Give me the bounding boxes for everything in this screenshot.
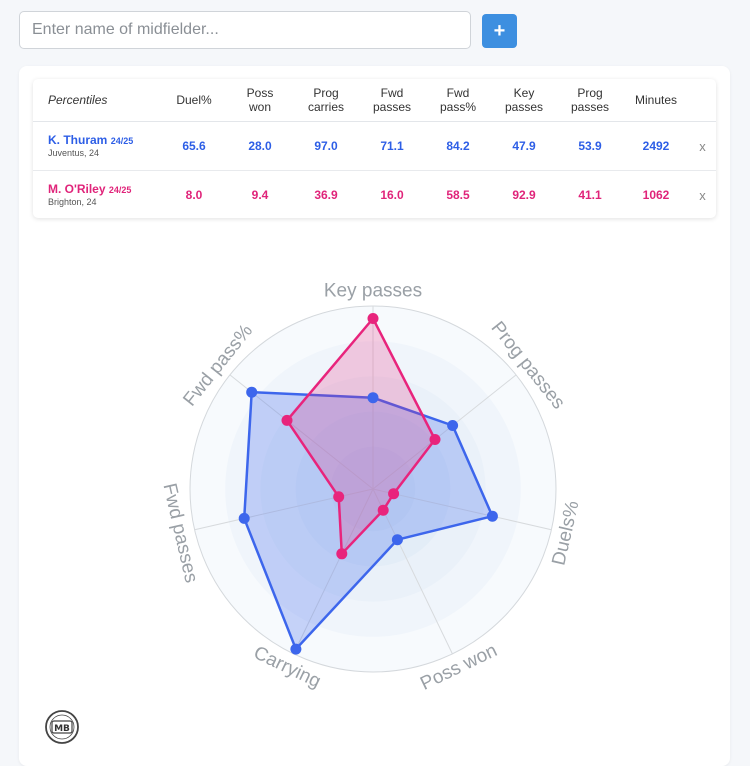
remove-player-button[interactable]: x [699, 187, 706, 203]
remove-player-button[interactable]: x [689, 121, 716, 171]
radar-series-layer [238, 313, 498, 655]
table-row: M. O'Riley 24/25 Brighton, 24 8.0 9.4 36… [33, 171, 716, 219]
table-cell: 28.0 [227, 121, 293, 171]
player-team: Juventus, 24 [48, 148, 100, 158]
radar-point-m-o-riley [429, 434, 441, 445]
radar-point-k-thuram [367, 392, 379, 404]
table-cell: 71.1 [359, 121, 425, 171]
table-cell: 58.5 [446, 188, 470, 202]
table-cell: 47.9 [491, 121, 557, 171]
table-cell: 1062 [642, 188, 670, 202]
radar-point-m-o-riley [281, 414, 293, 426]
radar-point-m-o-riley [388, 488, 400, 500]
table-row: K. Thuram 24/25 Juventus, 24 65.6 28.0 9… [33, 121, 716, 171]
radar-spoke [372, 488, 453, 655]
radar-area-m-o-riley [285, 317, 437, 556]
radar-point-m-o-riley [367, 313, 379, 324]
mb-logo-icon: MB [45, 710, 79, 744]
percentiles-label: Percentiles [33, 79, 161, 122]
player-team: Brighton, 24 [48, 197, 97, 207]
player-name[interactable]: K. Thuram 24/25 [48, 133, 134, 147]
table-cell: 97.0 [293, 121, 359, 171]
radar-area-k-thuram [242, 390, 494, 651]
radar-point-k-thuram [238, 512, 250, 524]
player-season: 24/25 [110, 136, 134, 146]
column-header-poss-won: Poss won [227, 79, 293, 122]
table-cell: 41.1 [578, 188, 602, 202]
column-header-prog-passes: Prog passes [557, 79, 623, 122]
player-cell: M. O'Riley 24/25 Brighton, 24 [33, 171, 161, 219]
table-cell: 16.0 [380, 188, 404, 202]
radar-point-m-o-riley [336, 548, 348, 560]
search-bar: + [19, 11, 519, 51]
radar-point-k-thuram [447, 420, 459, 431]
column-header-minutes: Minutes [623, 79, 689, 122]
radar-point-k-thuram [290, 643, 302, 655]
column-header-key-passes: Key passes [491, 79, 557, 122]
column-header-fwd-pass-pct: Fwd pass% [425, 79, 491, 122]
percentiles-table-card: Percentiles Duel% Poss won Prog carries Fw… [33, 79, 716, 218]
table-header-row: Percentiles Duel% Poss won Prog carries Fw… [33, 79, 716, 122]
table-cell: 36.9 [314, 188, 338, 202]
column-header-duel-pct: Duel% [161, 79, 227, 122]
radar-point-m-o-riley [377, 504, 389, 516]
percentiles-table: Percentiles Duel% Poss won Prog carries Fw… [33, 79, 716, 218]
table-cell: 84.2 [425, 121, 491, 171]
add-player-button[interactable]: + [482, 14, 517, 48]
radar-spoke [293, 488, 374, 655]
radar-point-k-thuram [391, 534, 403, 546]
table-cell: 92.9 [512, 188, 536, 202]
radar-grid [189, 305, 557, 673]
column-header-fwd-passes: Fwd passes [359, 79, 425, 122]
radar-spoke [372, 374, 517, 490]
column-header-remove [689, 79, 716, 122]
table-cell: 53.9 [557, 121, 623, 171]
table-cell: 65.6 [161, 121, 227, 171]
table-cell: 8.0 [185, 188, 203, 202]
table-cell: 2492 [623, 121, 689, 171]
radar-spoke [372, 488, 552, 531]
player-season: 24/25 [108, 185, 132, 195]
radar-point-m-o-riley [333, 491, 345, 503]
table-cell: 9.4 [251, 188, 269, 202]
radar-point-k-thuram [246, 386, 258, 398]
search-input[interactable] [19, 11, 471, 49]
radar-point-k-thuram [486, 510, 498, 522]
logo-text: MB [54, 724, 70, 734]
radar-axis-label: Key passes [324, 281, 422, 302]
player-cell: K. Thuram 24/25 Juventus, 24 [33, 121, 161, 171]
column-header-prog-carries: Prog carries [293, 79, 359, 122]
player-name[interactable]: M. O'Riley 24/25 [48, 182, 132, 196]
